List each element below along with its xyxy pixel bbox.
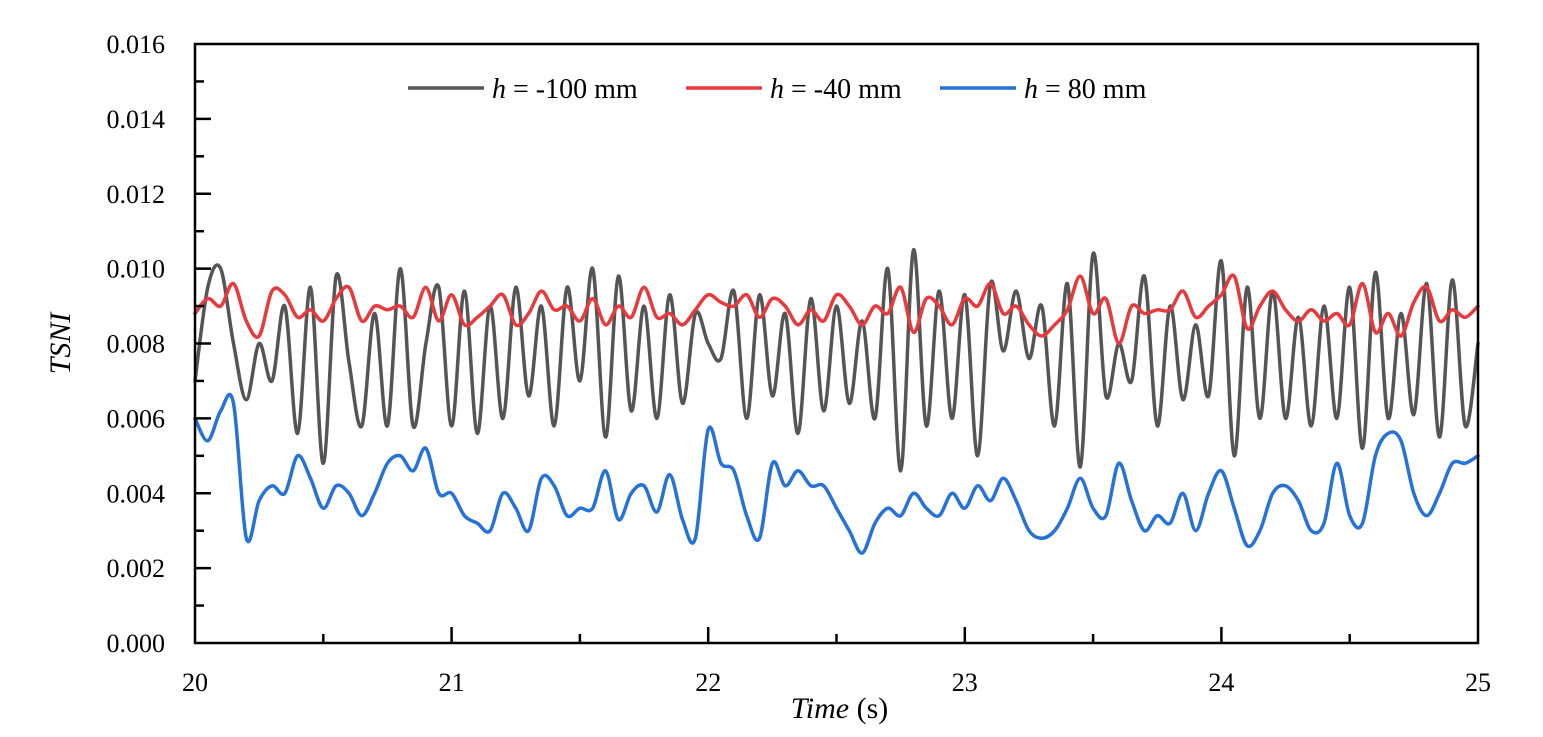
- legend-label-text: = -40 mm: [784, 74, 902, 105]
- legend-label: h = -40 mm: [770, 74, 902, 105]
- x-tick-label: 23: [952, 668, 978, 697]
- legend: h = -100 mm h = -40 mm h = 80 mm: [408, 74, 1147, 105]
- y-tick-label: 0.000: [107, 629, 166, 658]
- series-line-3: [193, 392, 1480, 555]
- x-tick-label: 25: [1465, 668, 1491, 697]
- legend-label-variable: h: [770, 74, 784, 105]
- y-tick-label: 0.002: [107, 554, 166, 583]
- series-line-1: [193, 248, 1480, 473]
- x-tick-label: 24: [1208, 668, 1234, 697]
- legend-label: h = 80 mm: [1024, 74, 1147, 105]
- x-axis-title-variable: Time: [791, 692, 849, 725]
- y-tick-label: 0.014: [107, 105, 166, 134]
- x-axis-title-unit: (s): [849, 692, 888, 725]
- x-tick-label: 20: [182, 668, 208, 697]
- y-tick-label: 0.004: [107, 479, 166, 508]
- y-tick-label: 0.006: [107, 404, 166, 433]
- legend-label-variable: h: [492, 74, 506, 105]
- plot-frame: [193, 42, 1480, 645]
- series-lines: [193, 248, 1480, 555]
- x-tick-label: 22: [695, 668, 721, 697]
- legend-label-variable: h: [1024, 74, 1038, 105]
- y-tick-label: 0.016: [107, 30, 166, 59]
- legend-label: h = -100 mm: [492, 74, 638, 105]
- y-tick-label: 0.010: [107, 255, 166, 284]
- y-axis-title: TSNI: [44, 311, 77, 375]
- y-axis: 0.000 0.002 0.004 0.006 0.008 0.010 0.012 0.014…: [107, 30, 211, 658]
- y-tick-label: 0.008: [107, 330, 166, 359]
- legend-label-text: = 80 mm: [1038, 74, 1147, 105]
- x-tick-label: 21: [439, 668, 465, 697]
- x-axis: 20 21 22 23 24 25: [182, 627, 1491, 697]
- legend-label-text: = -100 mm: [506, 74, 638, 105]
- series-line-2: [193, 273, 1480, 346]
- y-tick-label: 0.012: [107, 180, 166, 209]
- x-axis-title: Time (s): [791, 692, 889, 725]
